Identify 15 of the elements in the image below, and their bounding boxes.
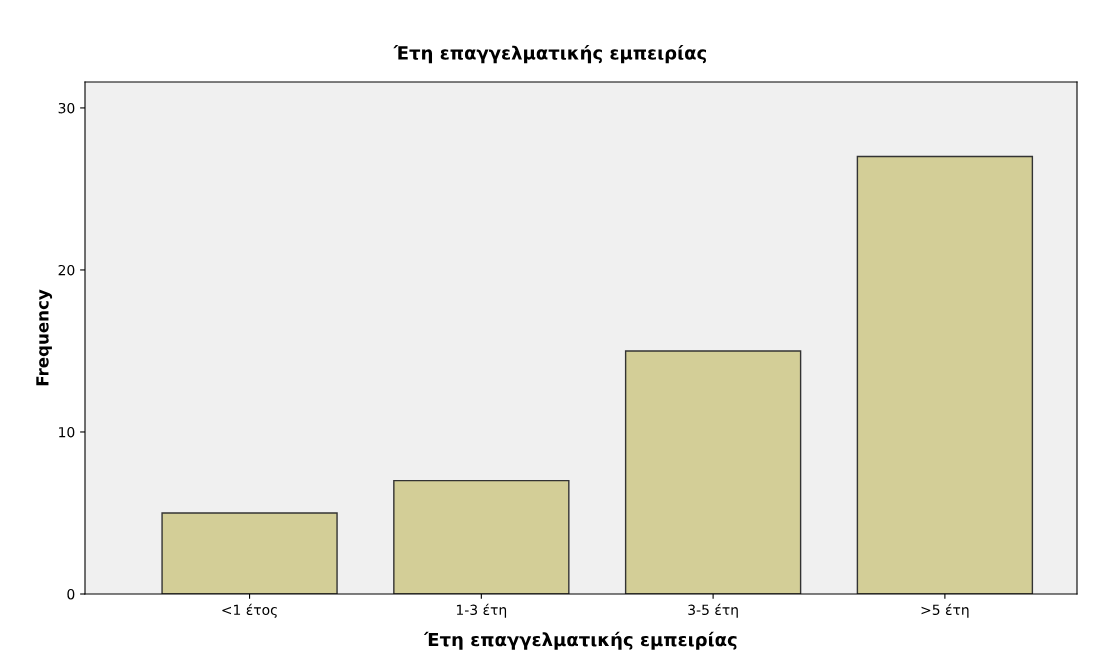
- y-tick-label: 30: [58, 102, 75, 114]
- x-tick-label: >5 έτη: [921, 603, 969, 618]
- bar: [624, 350, 802, 594]
- bar: [856, 155, 1034, 594]
- y-tick-label: 10: [59, 426, 75, 438]
- bar: [161, 512, 338, 594]
- y-axis-title: Frequency: [36, 289, 53, 386]
- y-tick-label: 20: [58, 264, 75, 276]
- y-tick-label: 0: [67, 588, 75, 600]
- x-tick-label: 3-5 έτη: [688, 603, 738, 618]
- x-tick-label: <1 έτος: [222, 603, 277, 618]
- x-axis-title: Έτη επαγγελματικής εμπειρίας: [423, 631, 737, 650]
- x-tick-label: 1-3 έτη: [456, 603, 507, 618]
- chart-title: Έτη επαγγελματικής εμπειρίας: [393, 45, 707, 64]
- bar: [393, 479, 570, 594]
